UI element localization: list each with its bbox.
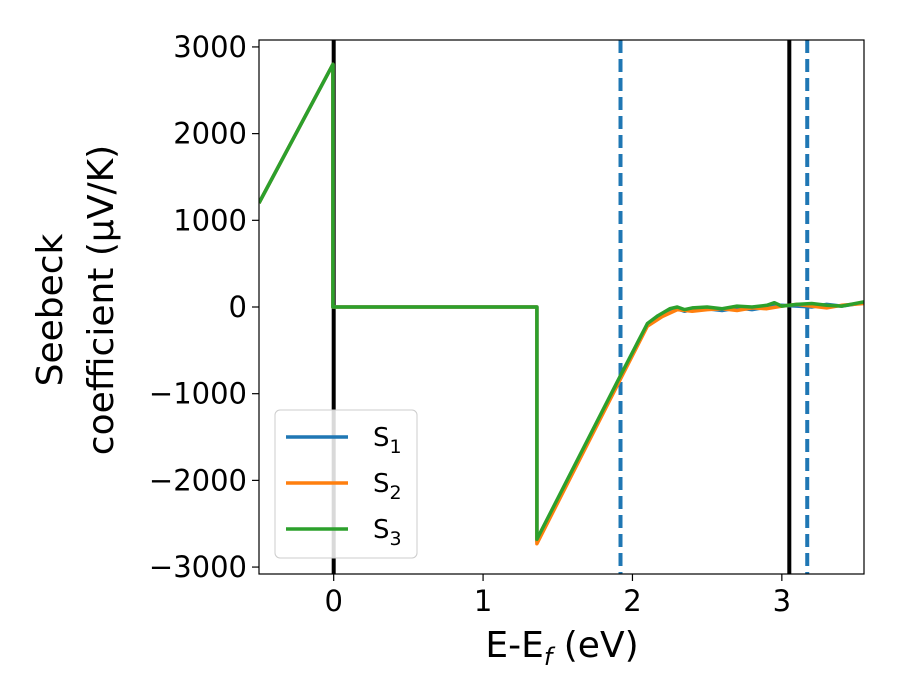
y-axis-label-line1: Seebeck xyxy=(30,233,71,386)
y-tick-label: 1000 xyxy=(173,203,247,237)
x-tick-label: 2 xyxy=(623,584,641,618)
y-tick-label: 3000 xyxy=(173,30,247,64)
legend-label-s1: S1 xyxy=(373,423,402,458)
y-tick-label: −1000 xyxy=(149,377,247,411)
x-tick-label: 1 xyxy=(474,584,492,618)
x-tick-label: 0 xyxy=(324,584,342,618)
x-axis-label: E-Ef (eV) xyxy=(485,625,638,671)
y-axis-label: Seebeck coefficient (μV/K) xyxy=(30,145,122,455)
legend: S1 S2 S3 xyxy=(274,409,418,559)
plot-area xyxy=(258,39,865,575)
series-line-s3 xyxy=(259,62,864,542)
x-tick-label: 3 xyxy=(773,584,791,618)
y-tick-label: −2000 xyxy=(149,463,247,497)
axis-ticks: 0 1 2 3 3000 2000 1000 0 −1000 −2000 −3000 xyxy=(149,30,791,618)
y-tick-label: 0 xyxy=(229,290,247,324)
y-tick-label: −3000 xyxy=(149,550,247,584)
legend-label-s3: S3 xyxy=(373,515,402,550)
y-tick-label: 2000 xyxy=(173,117,247,151)
y-axis-label-line2: coefficient (μV/K) xyxy=(81,145,122,455)
legend-label-s2: S2 xyxy=(373,469,402,504)
plot-content xyxy=(259,40,864,574)
